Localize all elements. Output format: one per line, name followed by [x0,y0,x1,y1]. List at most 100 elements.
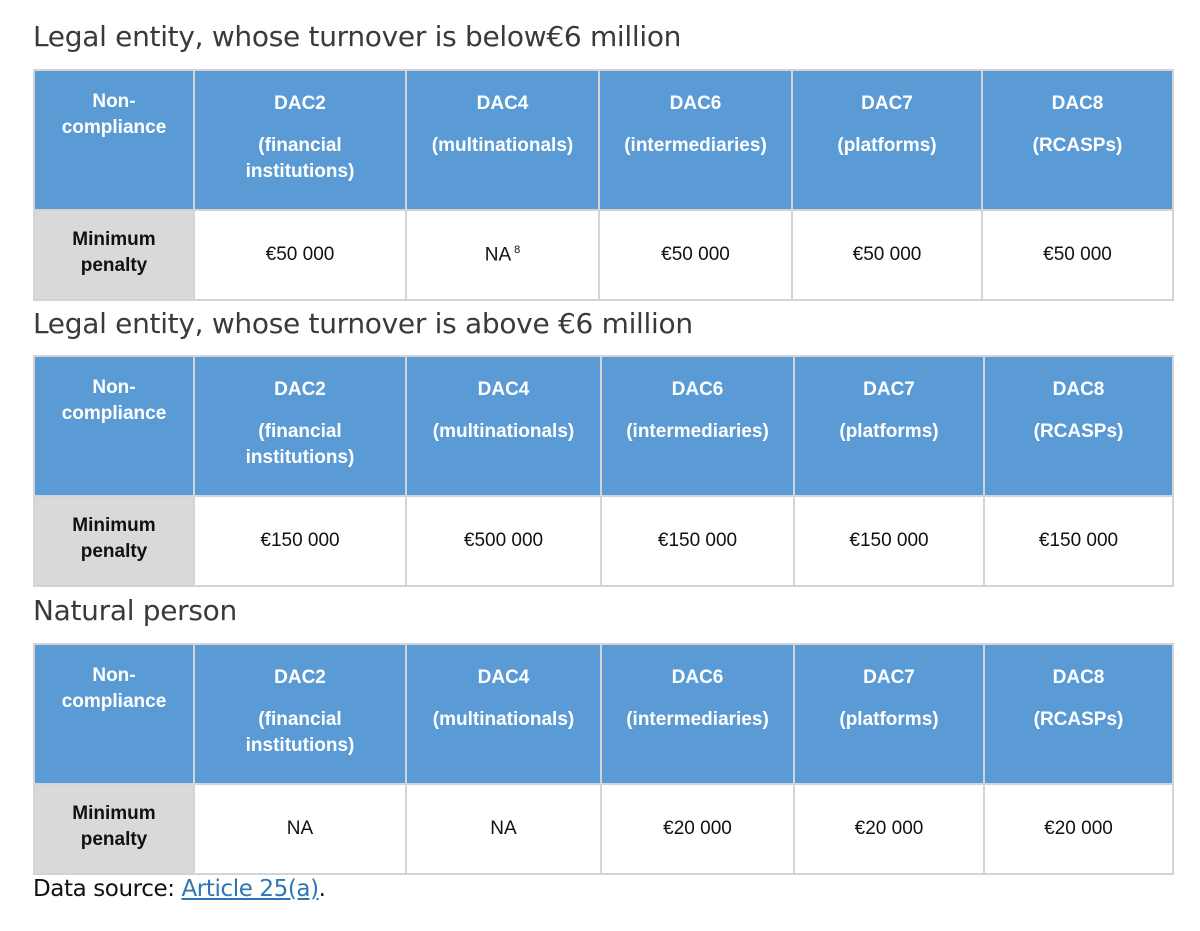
table-header-row: Non- compliance DAC2 (financial instituti… [33,355,1174,497]
table-row-minimum-penalty: Minimum penalty NA NA €20 000 €20 000 €2… [33,783,1174,875]
column-subtitle: (RCASPs) [1033,421,1124,442]
penalty-value: €150 000 [849,530,929,551]
column-code: DAC6 [671,667,724,688]
column-subtitle: (platforms) [837,135,937,156]
column-code: DAC8 [1052,667,1105,688]
table-row-minimum-penalty: Minimum penalty €150 000 €500 000 €150 0… [33,495,1174,587]
value-cell-dac8: €50 000 [981,209,1174,301]
column-subtitle: (RCASPs) [1033,709,1124,730]
penalty-value: €150 000 [260,530,340,551]
header-cell-dac7: DAC7 (platforms) [793,643,985,785]
value-cell-dac4: NA [405,783,602,875]
penalty-table-above-6m: Non- compliance DAC2 (financial instituti… [33,355,1174,587]
value-cell-dac8: €20 000 [983,783,1174,875]
penalty-value: €50 000 [265,244,335,265]
column-subtitle: (RCASPs) [1032,135,1123,156]
non-compliance-label: Non- compliance [61,91,167,138]
column-code: DAC4 [476,93,529,114]
value-cell-dac2: €50 000 [193,209,407,301]
penalty-value: €50 000 [661,244,730,265]
penalty-value: NA [490,818,517,839]
column-code: DAC6 [669,93,722,114]
column-subtitle: (financial institutions) [245,709,355,756]
minimum-penalty-label: Minimum penalty [72,229,156,276]
non-compliance-label: Non- compliance [61,665,167,712]
value-cell-dac6: €150 000 [600,495,795,587]
non-compliance-label: Non- compliance [61,377,167,424]
column-subtitle: (platforms) [839,709,939,730]
header-cell-non-compliance: Non- compliance [33,643,195,785]
header-cell-dac8: DAC8 (RCASPs) [983,355,1174,497]
value-cell-dac4: €500 000 [405,495,602,587]
header-cell-dac7: DAC7 (platforms) [791,69,983,211]
penalty-value: €500 000 [463,530,544,551]
header-cell-dac2: DAC2 (financial institutions) [193,643,407,785]
header-cell-dac6: DAC6 (intermediaries) [600,355,795,497]
section-title: Legal entity, whose turnover is above €6… [33,307,693,340]
table-header-row: Non- compliance DAC2 (financial instituti… [33,643,1174,785]
header-cell-dac4: DAC4 (multinationals) [405,643,602,785]
column-code: DAC7 [861,93,913,114]
column-code: DAC2 [274,379,326,400]
value-cell-dac4: NA 8 [405,209,600,301]
column-code: DAC6 [671,379,724,400]
header-cell-dac8: DAC8 (RCASPs) [983,643,1174,785]
value-cell-dac7: €150 000 [793,495,985,587]
penalty-value: €20 000 [663,818,732,839]
minimum-penalty-label: Minimum penalty [72,515,156,562]
footnote-marker: 8 [514,243,521,256]
penalty-value: NA [484,244,512,266]
penalty-value: €50 000 [1043,244,1112,265]
column-code: DAC8 [1052,379,1105,400]
value-cell-dac2: €150 000 [193,495,407,587]
header-cell-dac7: DAC7 (platforms) [793,355,985,497]
column-subtitle: (multinationals) [431,135,574,156]
table-row-minimum-penalty: Minimum penalty €50 000 NA 8 €50 000 €50 … [33,209,1174,301]
table-header-row: Non- compliance DAC2 (financial instituti… [33,69,1174,211]
value-cell-dac7: €20 000 [793,783,985,875]
column-subtitle: (intermediaries) [624,135,767,156]
value-cell-dac2: NA [193,783,407,875]
row-label-cell: Minimum penalty [33,783,195,875]
data-source-line: Data source: Article 25(a). [33,876,326,902]
column-subtitle: (multinationals) [432,709,575,730]
column-subtitle: (financial institutions) [245,135,355,182]
penalty-table-below-6m: Non- compliance DAC2 (financial instituti… [33,69,1174,301]
column-subtitle: (financial institutions) [245,421,355,468]
data-source-suffix: . [318,876,326,902]
header-cell-dac2: DAC2 (financial institutions) [193,355,407,497]
header-cell-dac6: DAC6 (intermediaries) [598,69,793,211]
header-cell-dac4: DAC4 (multinationals) [405,355,602,497]
value-cell-dac6: €50 000 [598,209,793,301]
data-source-prefix: Data source: [33,876,182,902]
penalty-table-natural-person: Non- compliance DAC2 (financial instituti… [33,643,1174,875]
section-title: Natural person [33,594,237,627]
header-cell-non-compliance: Non- compliance [33,69,195,211]
section-title: Legal entity, whose turnover is below€6 … [33,20,682,53]
row-label-cell: Minimum penalty [33,495,195,587]
header-cell-dac6: DAC6 (intermediaries) [600,643,795,785]
header-cell-dac4: DAC4 (multinationals) [405,69,600,211]
column-subtitle: (multinationals) [432,421,575,442]
column-code: DAC7 [863,379,915,400]
penalty-value: €50 000 [852,244,922,265]
minimum-penalty-label: Minimum penalty [72,803,156,850]
header-cell-dac8: DAC8 (RCASPs) [981,69,1174,211]
header-cell-non-compliance: Non- compliance [33,355,195,497]
value-cell-dac6: €20 000 [600,783,795,875]
column-code: DAC2 [274,93,326,114]
column-code: DAC7 [863,667,915,688]
header-cell-dac2: DAC2 (financial institutions) [193,69,407,211]
penalty-value: €150 000 [657,530,738,551]
column-code: DAC4 [477,379,530,400]
penalty-value: NA [286,818,314,839]
value-cell-dac8: €150 000 [983,495,1174,587]
penalty-value: €20 000 [1044,818,1113,839]
column-subtitle: (platforms) [839,421,939,442]
column-code: DAC2 [274,667,326,688]
column-subtitle: (intermediaries) [626,709,769,730]
column-code: DAC4 [477,667,530,688]
column-subtitle: (intermediaries) [626,421,769,442]
article-25a-link[interactable]: Article 25(a) [181,876,319,902]
value-cell-dac7: €50 000 [791,209,983,301]
